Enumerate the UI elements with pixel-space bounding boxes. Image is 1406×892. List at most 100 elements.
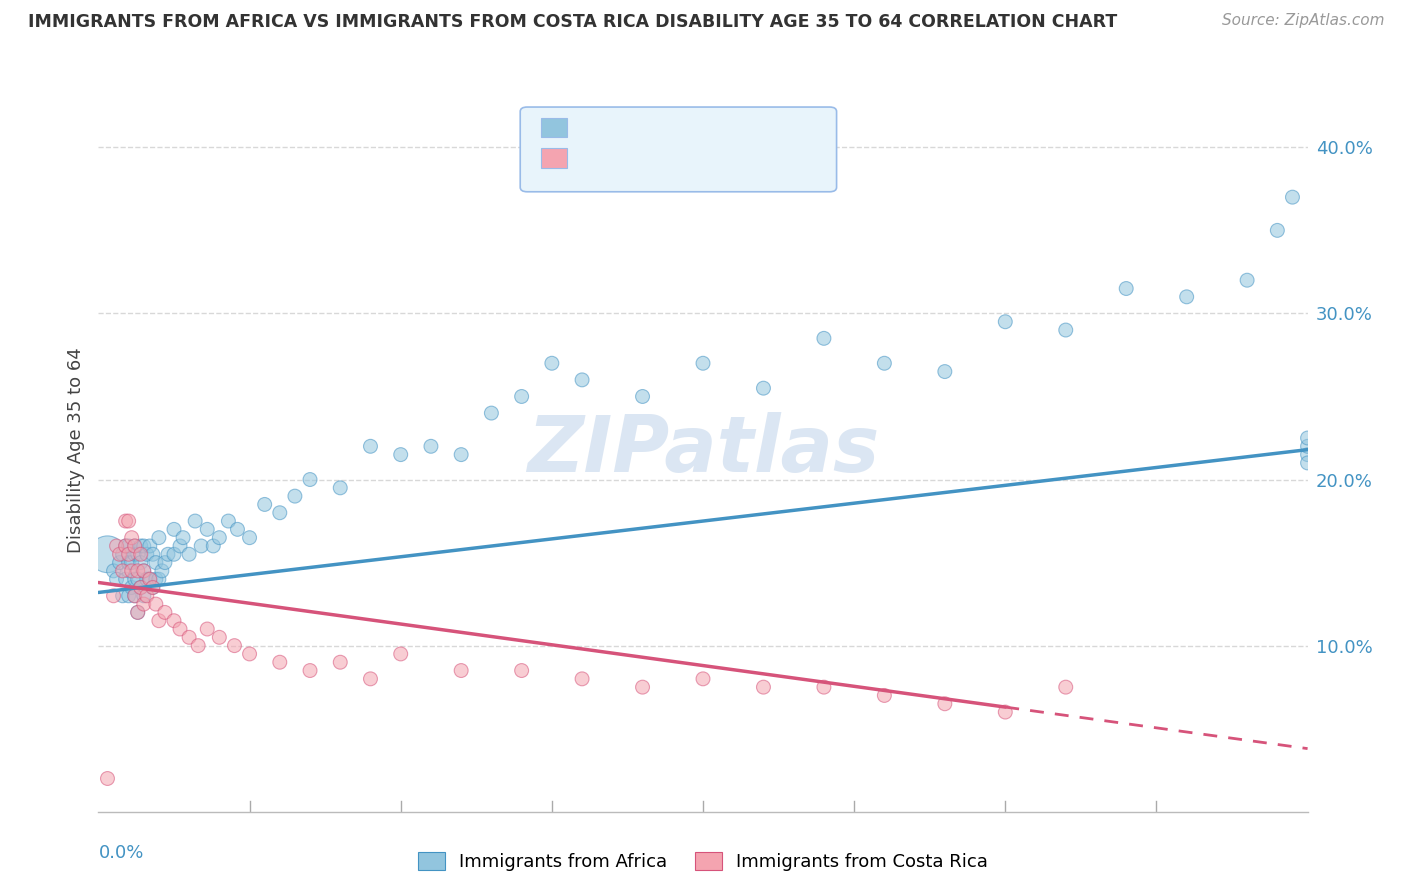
Point bbox=[1267, 223, 1289, 237]
Text: 0.0%: 0.0% bbox=[98, 844, 143, 863]
Point bbox=[127, 547, 149, 561]
Point bbox=[132, 564, 155, 578]
Point bbox=[1175, 290, 1198, 304]
Point bbox=[813, 680, 835, 694]
Point bbox=[111, 564, 134, 578]
Point bbox=[571, 672, 593, 686]
Point bbox=[195, 622, 218, 636]
Point bbox=[692, 356, 714, 370]
Point bbox=[145, 597, 167, 611]
Point bbox=[127, 564, 149, 578]
Point bbox=[105, 572, 128, 586]
Y-axis label: Disability Age 35 to 64: Disability Age 35 to 64 bbox=[66, 348, 84, 553]
Point bbox=[124, 539, 146, 553]
Point bbox=[118, 514, 141, 528]
Point bbox=[540, 356, 562, 370]
Point bbox=[752, 680, 775, 694]
Point bbox=[269, 655, 291, 669]
Point bbox=[135, 547, 157, 561]
Point bbox=[752, 381, 775, 395]
Point bbox=[150, 564, 173, 578]
Point bbox=[142, 547, 165, 561]
Text: Source: ZipAtlas.com: Source: ZipAtlas.com bbox=[1222, 13, 1385, 29]
Point bbox=[360, 672, 382, 686]
Point bbox=[132, 589, 155, 603]
Point bbox=[96, 772, 118, 786]
Point bbox=[118, 564, 141, 578]
Point bbox=[105, 539, 128, 553]
Text: ZIPatlas: ZIPatlas bbox=[527, 412, 879, 489]
Point bbox=[108, 547, 131, 561]
Point bbox=[139, 572, 162, 586]
Point bbox=[239, 647, 262, 661]
Point bbox=[121, 531, 143, 545]
Point bbox=[118, 556, 141, 570]
Point bbox=[129, 581, 152, 595]
Point bbox=[329, 481, 352, 495]
Point bbox=[450, 664, 472, 678]
Point bbox=[450, 448, 472, 462]
Text: R = 0.408   N = 83: R = 0.408 N = 83 bbox=[578, 119, 762, 136]
Point bbox=[631, 389, 654, 403]
Point bbox=[571, 373, 593, 387]
Point bbox=[108, 556, 131, 570]
Point bbox=[129, 556, 152, 570]
Point bbox=[148, 531, 170, 545]
Point bbox=[169, 622, 191, 636]
Point bbox=[179, 547, 201, 561]
Point bbox=[1054, 680, 1077, 694]
Text: IMMIGRANTS FROM AFRICA VS IMMIGRANTS FROM COSTA RICA DISABILITY AGE 35 TO 64 COR: IMMIGRANTS FROM AFRICA VS IMMIGRANTS FRO… bbox=[28, 13, 1118, 31]
Point bbox=[153, 556, 176, 570]
Point bbox=[1296, 431, 1319, 445]
Point bbox=[124, 539, 146, 553]
Point bbox=[114, 539, 136, 553]
Point bbox=[284, 489, 307, 503]
Point bbox=[169, 539, 191, 553]
Point bbox=[481, 406, 503, 420]
Point bbox=[114, 572, 136, 586]
Point bbox=[190, 539, 212, 553]
Point bbox=[124, 589, 146, 603]
Point bbox=[127, 606, 149, 620]
Point bbox=[1296, 456, 1319, 470]
Point bbox=[127, 572, 149, 586]
Point bbox=[139, 572, 162, 586]
Point bbox=[132, 564, 155, 578]
Point bbox=[118, 539, 141, 553]
Point bbox=[329, 655, 352, 669]
Point bbox=[132, 597, 155, 611]
Point bbox=[934, 697, 956, 711]
Point bbox=[118, 547, 141, 561]
Point bbox=[163, 522, 186, 536]
Point bbox=[114, 514, 136, 528]
Point bbox=[360, 439, 382, 453]
Point bbox=[142, 581, 165, 595]
Point bbox=[172, 531, 194, 545]
Point bbox=[153, 606, 176, 620]
Point bbox=[129, 547, 152, 561]
Point bbox=[179, 630, 201, 644]
Point bbox=[873, 356, 896, 370]
Point bbox=[208, 531, 231, 545]
Point bbox=[129, 581, 152, 595]
Point bbox=[124, 547, 146, 561]
Point bbox=[202, 539, 225, 553]
Point bbox=[934, 365, 956, 379]
Point bbox=[124, 589, 146, 603]
Point bbox=[118, 589, 141, 603]
Point bbox=[420, 439, 443, 453]
Point bbox=[692, 672, 714, 686]
Point bbox=[127, 606, 149, 620]
Point bbox=[1054, 323, 1077, 337]
Point bbox=[269, 506, 291, 520]
Point bbox=[156, 547, 179, 561]
Text: R = -0.152   N = 49: R = -0.152 N = 49 bbox=[578, 149, 769, 167]
Point bbox=[96, 547, 118, 561]
Point bbox=[103, 589, 125, 603]
Point bbox=[631, 680, 654, 694]
Point bbox=[299, 473, 322, 487]
Point bbox=[139, 539, 162, 553]
Legend: Immigrants from Africa, Immigrants from Costa Rica: Immigrants from Africa, Immigrants from … bbox=[411, 845, 995, 879]
Point bbox=[1236, 273, 1258, 287]
Point bbox=[510, 664, 533, 678]
